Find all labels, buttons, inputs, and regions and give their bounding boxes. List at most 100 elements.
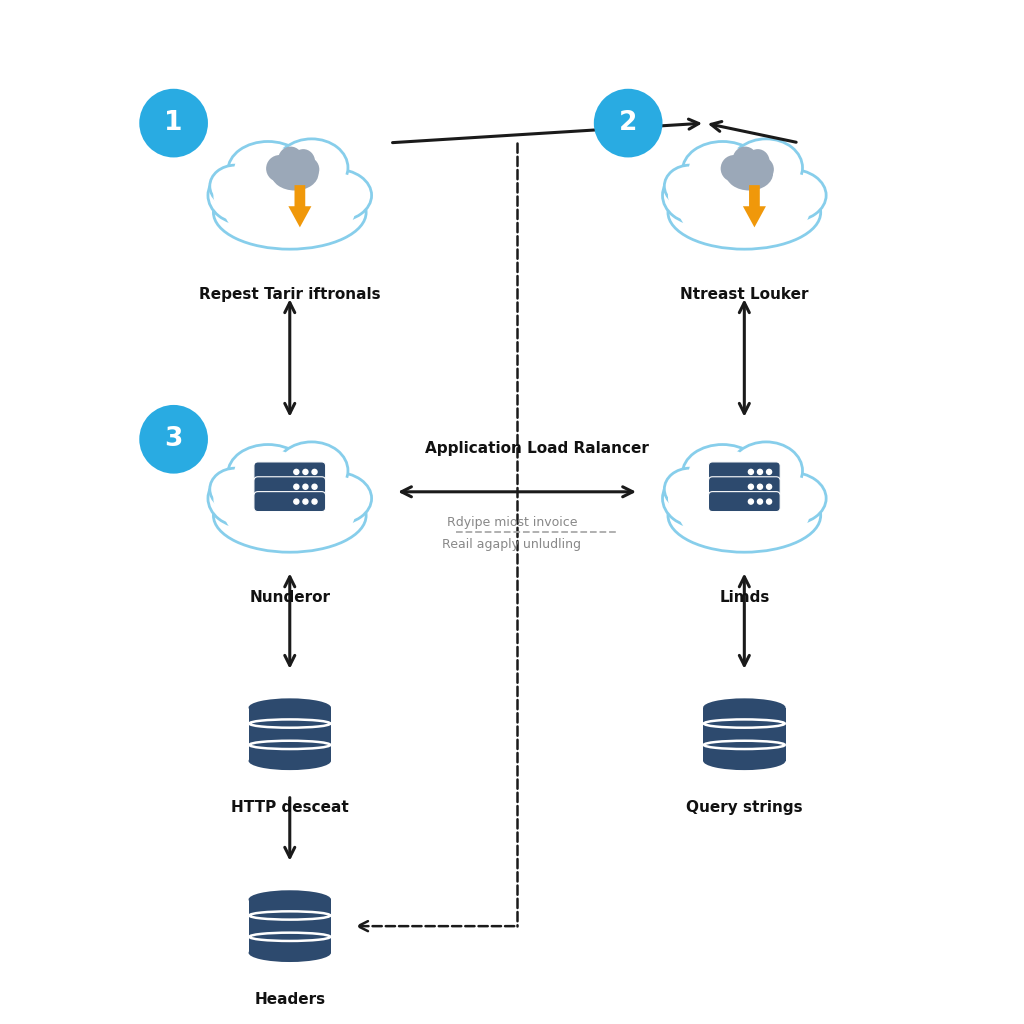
Ellipse shape	[688, 145, 757, 195]
FancyBboxPatch shape	[709, 492, 780, 512]
Ellipse shape	[214, 471, 257, 507]
Bar	[249, 899, 331, 952]
Text: Nunderor: Nunderor	[249, 590, 331, 605]
Circle shape	[303, 499, 308, 504]
Ellipse shape	[278, 146, 303, 174]
Ellipse shape	[275, 442, 348, 500]
Bar	[249, 708, 331, 761]
Ellipse shape	[294, 157, 319, 182]
Ellipse shape	[730, 139, 803, 197]
Ellipse shape	[726, 157, 773, 190]
FancyBboxPatch shape	[709, 462, 780, 482]
Ellipse shape	[225, 181, 354, 244]
Circle shape	[758, 499, 763, 504]
Ellipse shape	[665, 165, 715, 207]
Ellipse shape	[299, 472, 372, 524]
Ellipse shape	[281, 143, 342, 193]
Circle shape	[594, 89, 663, 158]
Ellipse shape	[275, 139, 348, 197]
Ellipse shape	[759, 173, 820, 218]
Ellipse shape	[668, 176, 820, 249]
Ellipse shape	[703, 752, 785, 770]
Ellipse shape	[271, 157, 318, 190]
Ellipse shape	[213, 478, 367, 552]
Ellipse shape	[304, 173, 367, 218]
Ellipse shape	[281, 446, 342, 496]
Ellipse shape	[668, 168, 712, 204]
Ellipse shape	[214, 168, 257, 204]
Ellipse shape	[208, 469, 281, 527]
Ellipse shape	[679, 484, 809, 547]
Text: Reail agaply unludling: Reail agaply unludling	[442, 538, 582, 551]
FancyArrow shape	[289, 185, 311, 227]
Bar	[703, 708, 785, 761]
FancyArrow shape	[742, 185, 766, 227]
Ellipse shape	[304, 476, 367, 520]
Ellipse shape	[721, 155, 748, 182]
Circle shape	[749, 484, 754, 489]
Ellipse shape	[759, 476, 820, 520]
Ellipse shape	[213, 171, 275, 220]
Text: Query strings: Query strings	[686, 800, 803, 815]
Ellipse shape	[754, 472, 826, 524]
Ellipse shape	[746, 150, 770, 174]
Ellipse shape	[679, 181, 809, 244]
FancyBboxPatch shape	[254, 492, 326, 512]
Circle shape	[749, 469, 754, 474]
Circle shape	[294, 484, 299, 489]
Circle shape	[294, 469, 299, 474]
Circle shape	[312, 499, 317, 504]
Ellipse shape	[735, 446, 797, 496]
Ellipse shape	[668, 478, 820, 552]
Ellipse shape	[233, 145, 302, 195]
Ellipse shape	[228, 141, 308, 200]
Ellipse shape	[210, 165, 261, 207]
Ellipse shape	[735, 143, 797, 193]
Ellipse shape	[249, 943, 331, 962]
Ellipse shape	[688, 449, 757, 498]
Circle shape	[312, 469, 317, 474]
Circle shape	[294, 499, 299, 504]
Circle shape	[312, 484, 317, 489]
Text: 2: 2	[618, 111, 637, 136]
Ellipse shape	[213, 474, 275, 523]
Text: Application Load Ralancer: Application Load Ralancer	[425, 441, 649, 457]
Circle shape	[767, 499, 772, 504]
Ellipse shape	[213, 176, 367, 249]
Text: 1: 1	[165, 111, 183, 136]
Circle shape	[758, 484, 763, 489]
FancyBboxPatch shape	[254, 462, 326, 482]
Ellipse shape	[663, 469, 735, 527]
Ellipse shape	[249, 890, 331, 908]
Ellipse shape	[754, 169, 826, 221]
Text: Ntreast Louker: Ntreast Louker	[680, 288, 809, 302]
Ellipse shape	[292, 150, 315, 174]
Ellipse shape	[208, 167, 281, 224]
FancyBboxPatch shape	[709, 477, 780, 497]
Ellipse shape	[668, 471, 712, 507]
Circle shape	[303, 469, 308, 474]
Circle shape	[139, 404, 208, 474]
Ellipse shape	[749, 157, 774, 182]
Ellipse shape	[730, 442, 803, 500]
Ellipse shape	[668, 474, 730, 523]
Ellipse shape	[683, 141, 763, 200]
Text: Headers: Headers	[254, 992, 326, 1007]
Ellipse shape	[732, 146, 758, 174]
Ellipse shape	[663, 167, 735, 224]
Ellipse shape	[299, 169, 372, 221]
Circle shape	[749, 499, 754, 504]
Circle shape	[303, 484, 308, 489]
Ellipse shape	[266, 155, 293, 182]
Ellipse shape	[668, 171, 730, 220]
Ellipse shape	[210, 468, 261, 510]
Circle shape	[767, 484, 772, 489]
Text: HTTP desceat: HTTP desceat	[230, 800, 348, 815]
Text: Limds: Limds	[719, 590, 769, 605]
Text: Repest Tarir iftronals: Repest Tarir iftronals	[199, 288, 381, 302]
FancyBboxPatch shape	[254, 477, 326, 497]
Ellipse shape	[228, 444, 308, 503]
Ellipse shape	[225, 484, 354, 547]
Text: 3: 3	[165, 426, 183, 453]
Circle shape	[139, 89, 208, 158]
